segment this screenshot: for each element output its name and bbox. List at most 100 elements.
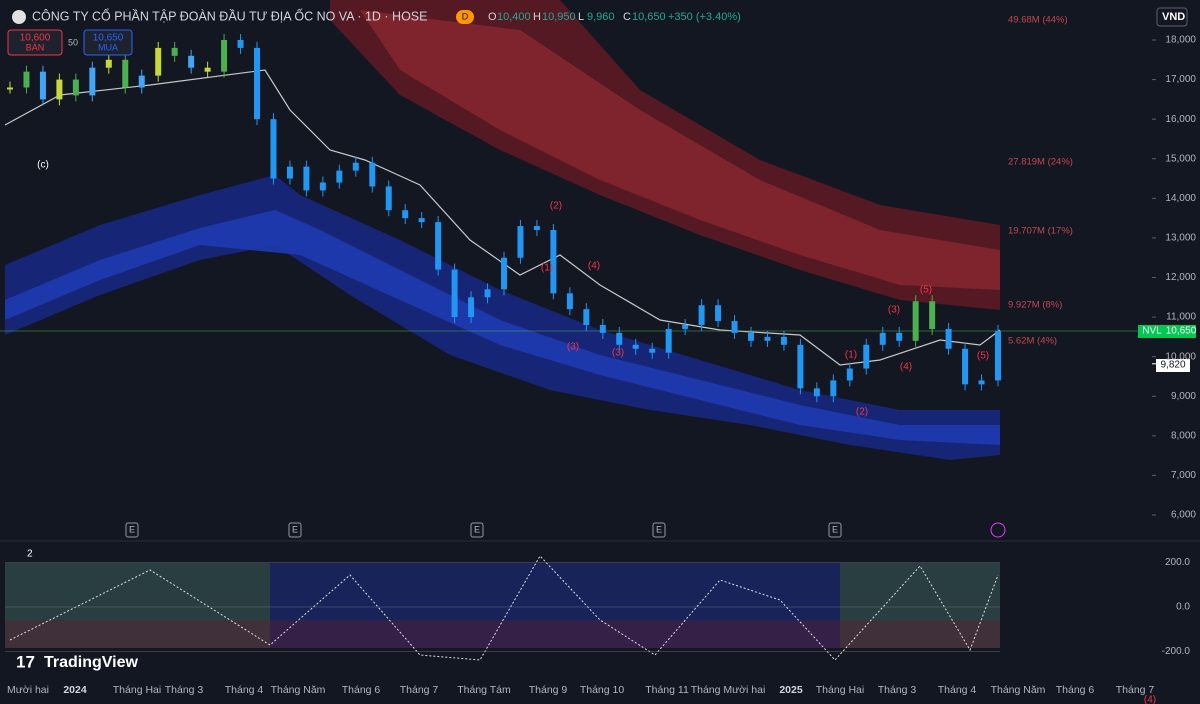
- candle: [896, 332, 903, 341]
- candle: [23, 71, 30, 88]
- x-tick-label: Tháng 6: [342, 684, 381, 696]
- buy-price: 10,650: [93, 33, 124, 44]
- y-tick-label: 13,000: [1165, 233, 1196, 244]
- price-tag: 10,650: [1166, 326, 1197, 337]
- candle: [39, 71, 46, 100]
- header-title: CÔNG TY CỔ PHẦN TẬP ĐOÀN ĐẦU TƯ ĐỊA ỐC N…: [32, 8, 427, 23]
- x-tick-label: Tháng 6: [1056, 684, 1095, 696]
- badge-bg: [456, 10, 474, 24]
- candle: [237, 40, 244, 48]
- x-tick-label: Tháng 4: [225, 684, 264, 696]
- candle: [945, 328, 952, 349]
- candle: [517, 226, 524, 258]
- wave-label: (3): [612, 348, 624, 359]
- candle: [303, 166, 310, 191]
- badge: D: [462, 11, 469, 21]
- volume-level: 9.927M (8%): [1008, 300, 1062, 311]
- candle: [995, 330, 1001, 381]
- candle: [72, 79, 79, 96]
- wave-label: (2): [550, 201, 562, 212]
- candle: [122, 59, 129, 88]
- candle: [978, 380, 985, 385]
- earnings-box: [470, 522, 484, 538]
- ohlc-key: H: [533, 11, 541, 23]
- candle: [566, 293, 573, 310]
- candle: [171, 47, 178, 56]
- earnings-box: [288, 522, 302, 538]
- buy-button[interactable]: [83, 29, 133, 56]
- x-tick-label: Tháng Mười hai: [691, 684, 766, 696]
- x-tick-label: Tháng 3: [165, 684, 204, 696]
- price-tag-bg: [1166, 325, 1196, 338]
- ohlc-value: 9,960: [587, 11, 615, 23]
- candle: [929, 301, 936, 329]
- sell-button[interactable]: [7, 29, 63, 56]
- y-tick-label: 14,000: [1165, 193, 1196, 204]
- earnings-marker: E: [292, 524, 298, 534]
- candle: [155, 47, 162, 76]
- price-tag-bg: [1156, 359, 1190, 372]
- candle: [632, 344, 639, 349]
- candle: [813, 388, 820, 397]
- candle: [912, 301, 919, 341]
- wave-label: (5): [920, 285, 932, 296]
- wave-label: (3): [888, 305, 900, 316]
- wave-label: (c): [37, 160, 49, 171]
- earnings-box: [652, 522, 666, 538]
- candle: [369, 162, 376, 187]
- main-pane: [7, 34, 1001, 403]
- candle: [319, 182, 326, 191]
- x-tick-label: Tháng 9: [529, 684, 568, 696]
- candle: [451, 269, 458, 318]
- candle: [962, 348, 969, 385]
- ohlc-key: O: [488, 11, 497, 23]
- y-tick-label: 15,000: [1165, 153, 1196, 164]
- candle: [649, 348, 656, 353]
- candle: [501, 257, 507, 290]
- candle: [715, 305, 722, 322]
- bands: [5, 0, 1000, 460]
- price-tag: 9,820: [1160, 360, 1185, 371]
- earnings-marker: E: [656, 524, 662, 534]
- earnings-marker: E: [832, 524, 838, 534]
- candle: [105, 59, 112, 68]
- x-tick-label: 2025: [779, 684, 803, 696]
- buy-label: MUA: [98, 42, 118, 52]
- ohlc-key: C: [623, 11, 631, 23]
- candle: [435, 222, 442, 270]
- x-tick-label: Tháng 10: [580, 684, 625, 696]
- ohlc-value: 10,650: [632, 11, 666, 23]
- currency[interactable]: VND: [1162, 11, 1185, 23]
- dividend-marker: [990, 522, 1006, 538]
- x-tick-label: Tháng Hai: [113, 684, 161, 696]
- volume-level: 5.62M (4%): [1008, 336, 1057, 347]
- y-tick-label: 12,000: [1165, 272, 1196, 283]
- candle: [468, 297, 475, 318]
- candle: [797, 344, 804, 389]
- candle: [221, 40, 228, 72]
- candle: [402, 210, 409, 219]
- wave-label: (5): [977, 351, 989, 362]
- x-tick-label: 2024: [63, 684, 87, 696]
- candle: [879, 332, 886, 345]
- osc-zone: [840, 563, 1000, 648]
- order-panel: [7, 29, 133, 56]
- osc-tick-label: 0.0: [1176, 602, 1190, 613]
- osc-label: 2: [27, 549, 33, 560]
- candle: [533, 226, 540, 230]
- symbol-tag-bg: [1138, 325, 1166, 338]
- candle: [698, 305, 705, 325]
- x-tick-label: Tháng 11: [645, 684, 689, 696]
- candle: [270, 119, 277, 179]
- y-tick-label: 9,000: [1171, 391, 1196, 402]
- candle: [204, 67, 211, 72]
- candle: [583, 309, 590, 325]
- x-tick-label: Mười hai: [7, 684, 49, 696]
- earnings-box: [828, 522, 842, 538]
- candle: [599, 325, 606, 333]
- candle: [89, 67, 96, 96]
- earnings-marker: E: [129, 524, 135, 534]
- oscillator-pane: [5, 555, 1000, 661]
